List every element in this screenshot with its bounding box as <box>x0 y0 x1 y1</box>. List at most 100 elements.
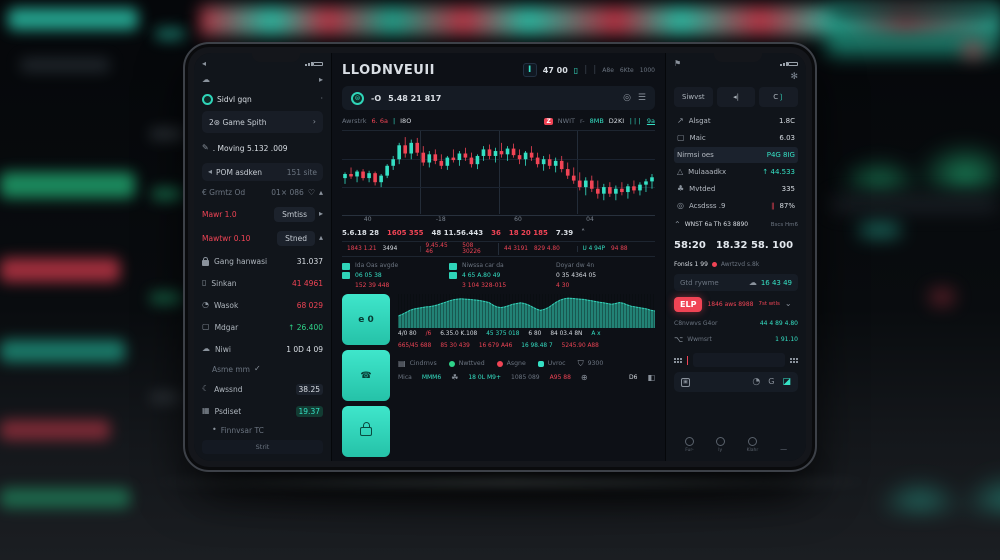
prev-button[interactable]: ◂| <box>716 87 756 107</box>
brand-logo-icon <box>202 93 213 105</box>
game-card[interactable]: 2⊛ Game Spith › <box>202 111 323 133</box>
asset-row[interactable]: ♣ Mvtded 335 <box>674 181 798 197</box>
stat-row[interactable]: ☁ Niwi 1 0D 4 09 <box>202 340 323 358</box>
grid-icon[interactable] <box>790 357 798 363</box>
background-decoration <box>150 292 182 304</box>
clock-icon: ◔ <box>202 300 209 309</box>
footer-stats-row: Mica MMM6 ☘ 18 0L M9+ 1085 089 A95 88 ⊕ … <box>398 371 655 384</box>
brand-row[interactable]: Sidvl gqn · <box>202 91 323 107</box>
area-stat: A x <box>591 331 601 337</box>
bars-icon[interactable]: ∣∣∣ <box>629 117 642 125</box>
g-key-icon[interactable]: G <box>768 377 775 386</box>
header-meta-3[interactable]: 1000 <box>639 66 655 74</box>
chevron-right-icon: ▸ <box>318 209 323 218</box>
heart-icon[interactable]: ♡ <box>307 187 315 197</box>
legend-item[interactable]: ⛉ 9300 <box>578 359 604 368</box>
seg-cell: 1843 1.21 3494 <box>342 246 421 252</box>
grmtz-row[interactable]: € Grmtz Od 01× 086 ♡ ▴ <box>202 185 323 200</box>
collapse-caret-icon[interactable]: ˄ <box>581 227 586 237</box>
asset-label: Mulaaadkx <box>688 168 727 176</box>
chevron-right-icon[interactable]: › <box>312 117 316 126</box>
stat-row[interactable]: ◔ Wasok 68 029 <box>202 296 323 314</box>
candlestick-chart[interactable]: 40 -18 60 04 <box>342 130 655 226</box>
plus-circle-icon[interactable]: ⊕ <box>580 372 588 382</box>
divider: | <box>584 65 588 75</box>
footer-stat: A95 88 <box>549 374 571 381</box>
header-meta-1[interactable]: A8e <box>602 66 614 74</box>
col-value-2: 152 39 448 <box>355 282 390 289</box>
legend-item[interactable]: Asgne <box>496 360 526 367</box>
list-icon: ▤ <box>398 358 406 368</box>
nav-dash-icon: — <box>780 445 788 453</box>
legend-item[interactable]: Uvroc <box>537 360 566 367</box>
nav-item[interactable]: ly <box>715 437 725 453</box>
trend-meta: Bscs Hm6 <box>770 221 798 228</box>
area-texture <box>398 294 655 328</box>
col-value-1: 0 35 4364 05 <box>556 272 597 279</box>
stat-row[interactable]: ▯ Sinkan 41 4961 <box>202 274 323 292</box>
refresh-button[interactable]: C ❳ <box>759 87 799 107</box>
trend-row[interactable]: ⌃ WNST 6a Th 63 8890 Bscs Hm6 <box>674 217 798 232</box>
asset-row-selected[interactable]: Nirmsi oes P4G 8IG <box>674 147 798 163</box>
toolbar-item[interactable]: r- <box>579 117 585 125</box>
toolbar-item[interactable]: 8MB <box>589 117 604 125</box>
secure-button[interactable] <box>342 406 390 457</box>
cursor-tool-icon[interactable]: I <box>522 63 537 77</box>
toolbar-right[interactable]: 9a <box>646 117 655 125</box>
amount-input[interactable] <box>693 353 785 367</box>
legend-item[interactable]: ▤ Cindrnvs <box>398 358 437 368</box>
footer-bar[interactable]: Strit <box>202 440 323 454</box>
pom-row[interactable]: ◂ POM asdken 151 site <box>202 163 323 181</box>
settings-row: ✻ <box>674 72 798 84</box>
asset-row[interactable]: ↗ Alsgat 1.8C <box>674 113 798 129</box>
nav-label: Fur- <box>685 448 694 453</box>
elp-button[interactable]: ELP <box>674 296 703 312</box>
asset-value: 1.8C <box>778 117 795 125</box>
alert-badge[interactable]: Z <box>544 117 553 125</box>
stat-label: Wasok <box>213 300 239 310</box>
psdiset-row[interactable]: ▦ Psdiset 19.37 <box>202 402 323 420</box>
gear-icon[interactable]: ✻ <box>790 72 798 82</box>
asset-row[interactable]: △ Mulaaadkx ↑ 44.533 <box>674 164 798 180</box>
legend-row: ▤ Cindrnvs Nwttved Asgne Uvroc ⛉ 9300 <box>398 356 655 371</box>
keypad-icon[interactable] <box>674 357 682 363</box>
awssnd-row[interactable]: ☾ Awssnd 38.25 <box>202 380 323 398</box>
background-decoration <box>830 196 998 212</box>
nav-item[interactable]: Klahr <box>747 437 758 453</box>
area-chart[interactable] <box>397 294 656 328</box>
asset-label: Nirmsi oes <box>677 151 714 159</box>
legend-item[interactable]: Nwttved <box>448 360 485 367</box>
header-meta-2[interactable]: 6Kte <box>619 66 634 74</box>
main-panel: LLODNVEUII I 47 00 ▯ | | A8e 6Kte 1000 ⊜… <box>332 53 666 461</box>
info-circle-icon[interactable]: ◎ <box>623 92 631 103</box>
eo-button[interactable]: e 0 <box>342 294 390 345</box>
asset-row[interactable]: ▢ Maic 6.03 <box>674 130 798 146</box>
toolbar-item[interactable]: NWIT <box>557 117 575 125</box>
background-decoration <box>150 128 184 140</box>
toolbar-label[interactable]: Awrstrk <box>342 117 367 125</box>
check-icon: ✓ <box>253 364 261 373</box>
square-icon: ▢ <box>202 322 210 331</box>
ticker-bar[interactable]: ⊜ -O 5.48 21 817 ◎ ☰ <box>342 86 655 110</box>
call-button[interactable]: ☎ <box>342 350 390 401</box>
chevron-down-icon[interactable]: ⌄ <box>784 299 792 308</box>
stat-row[interactable]: Gang hanwasi 31.037 <box>202 252 323 270</box>
sort-icon[interactable]: ▴ <box>318 187 323 197</box>
toolbar-item[interactable]: D2KI <box>608 117 625 125</box>
stat-column: Niwssa car da 4 65 A.80 49 3 104 328-015 <box>449 262 548 289</box>
asset-row[interactable]: ◎ Acsdsss .9 ∥ 87% <box>674 198 798 214</box>
window-icon[interactable]: ▣ <box>681 377 690 387</box>
gtd-card[interactable]: Gtd rywme ☁ 16 43 49 <box>674 274 798 291</box>
siwvst-button[interactable]: Siwvst <box>674 87 713 107</box>
folder-icon[interactable]: ◪ <box>782 377 791 387</box>
person-icon[interactable]: ☰ <box>637 92 646 103</box>
moving-row[interactable]: ✎ . Moving 5.132 .009 <box>202 137 323 159</box>
timer-icon[interactable]: ◔ <box>752 376 761 387</box>
stned-button[interactable]: Stned <box>277 230 315 246</box>
stat-row[interactable]: ▢ Mdgar ↑ 26.400 <box>202 318 323 336</box>
smtiss-button[interactable]: Smtiss <box>274 206 315 222</box>
price-stat: 18 20 185 <box>508 228 548 237</box>
footer-stat: 18 0L M9+ <box>468 374 501 381</box>
divider: | <box>392 117 396 125</box>
nav-item[interactable]: Fur- <box>684 437 694 453</box>
